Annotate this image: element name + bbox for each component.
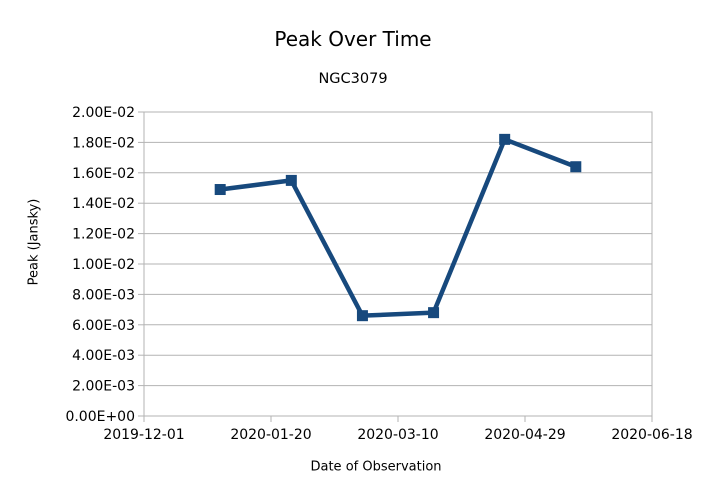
y-tick-label: 1.20E-02 (72, 227, 135, 243)
y-tick-label: 1.00E-02 (72, 257, 135, 273)
y-tick-label: 1.40E-02 (72, 196, 135, 212)
y-tick-label: 1.80E-02 (72, 135, 135, 151)
chart-subtitle: NGC3079 (318, 71, 388, 87)
x-tick-label: 2020-01-20 (230, 427, 311, 443)
y-tick-label: 1.60E-02 (72, 166, 135, 182)
y-tick-label: 2.00E-03 (72, 379, 135, 395)
y-axis-title: Peak (Jansky) (26, 198, 42, 286)
x-tick-label: 2020-06-18 (611, 427, 692, 443)
x-axis-title: Date of Observation (310, 459, 442, 475)
data-point-marker (499, 133, 511, 145)
data-point-marker (570, 161, 582, 173)
y-tick-label: 8.00E-03 (72, 287, 135, 303)
data-point-marker (356, 310, 368, 322)
data-point-marker (285, 174, 297, 186)
y-tick-label: 4.00E-03 (72, 348, 135, 364)
chart-title: Peak Over Time (274, 27, 432, 51)
series-line (219, 137, 577, 318)
x-tick-label: 2020-04-29 (484, 427, 565, 443)
data-point-marker (214, 184, 226, 196)
y-tick-label: 0.00E+00 (65, 409, 135, 425)
data-point-marker (428, 307, 440, 319)
x-tick-label: 2020-03-10 (357, 427, 438, 443)
x-tick-label: 2019-12-01 (103, 427, 184, 443)
y-tick-label: 2.00E-02 (72, 105, 135, 121)
y-tick-label: 6.00E-03 (72, 318, 135, 334)
